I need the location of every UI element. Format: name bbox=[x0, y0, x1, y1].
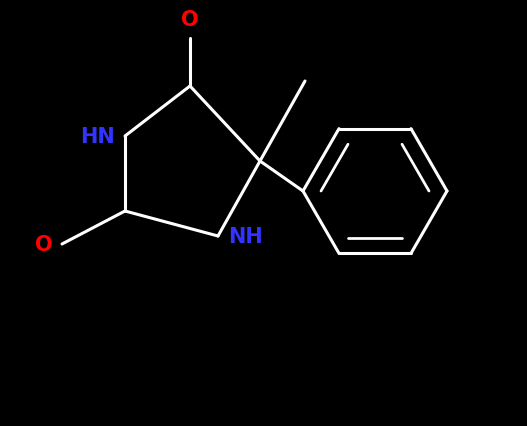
Text: NH: NH bbox=[228, 227, 263, 246]
Text: O: O bbox=[35, 234, 53, 254]
Text: HN: HN bbox=[80, 127, 115, 147]
Text: O: O bbox=[181, 10, 199, 30]
